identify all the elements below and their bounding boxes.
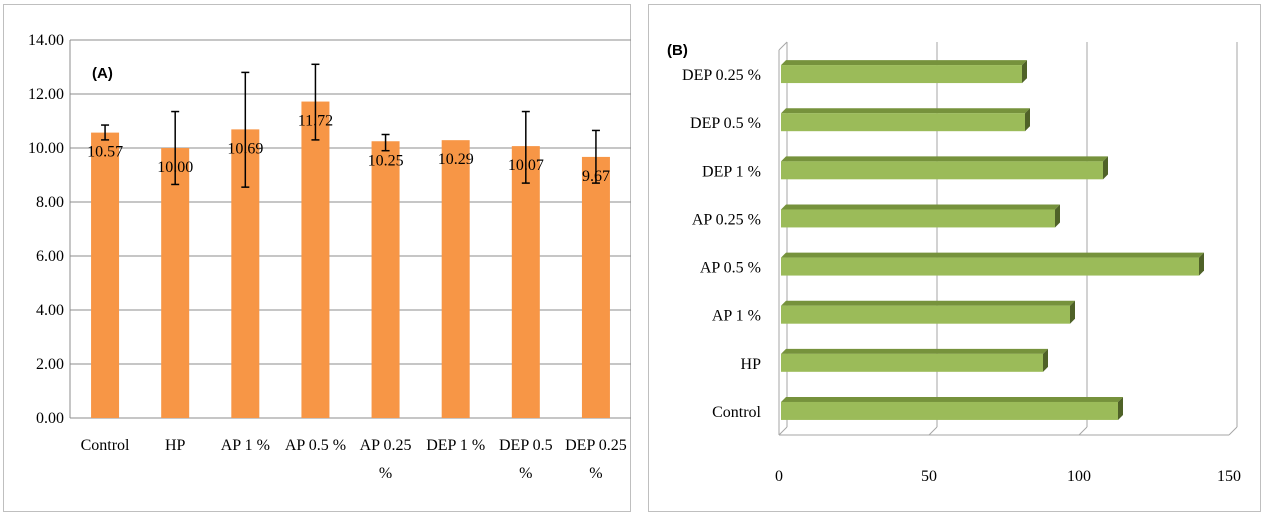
data-label: 10.00 — [157, 159, 193, 176]
y-tick-label: AP 1 % — [712, 308, 761, 325]
data-label: 10.29 — [438, 151, 474, 168]
y-tick-label: 2.00 — [36, 356, 64, 373]
bar — [161, 148, 190, 418]
bar — [781, 353, 1043, 372]
y-tick-label: DEP 1 % — [702, 163, 761, 180]
data-label: 10.07 — [508, 157, 544, 174]
floor-gridline — [1078, 426, 1088, 436]
y-tick-label: DEP 0.5 % — [690, 115, 761, 132]
x-tick-label: DEP 0.5 — [499, 437, 553, 454]
floor-gridline — [928, 426, 938, 436]
y-tick-label: AP 0.25 % — [692, 211, 761, 228]
bar-end-face — [1070, 300, 1075, 324]
y-tick-label: 12.00 — [28, 86, 64, 103]
x-tick-label: 50 — [921, 468, 937, 485]
wall-edge — [778, 41, 788, 51]
bar-end-face — [1199, 252, 1204, 276]
bar-top-face — [781, 156, 1108, 162]
chart-panel-b: 0 50 100 150 Control HP AP 1 % AP 0.5 % AP 0.25 … — [648, 4, 1261, 512]
bar-top-face — [781, 300, 1075, 306]
panel-label: (B) — [667, 42, 688, 59]
bar-end-face — [1022, 60, 1027, 84]
bar — [511, 146, 540, 419]
bar — [581, 156, 610, 418]
bar — [781, 113, 1025, 132]
x-tick-label: Control — [81, 437, 130, 454]
bar — [781, 161, 1103, 180]
x-tick-label: DEP 0.25 — [565, 437, 627, 454]
bar — [781, 209, 1055, 228]
bar-top-face — [781, 204, 1060, 210]
bar-chart-b: 0 50 100 150 Control HP AP 1 % AP 0.5 % AP 0.25 … — [667, 41, 1241, 485]
data-label: 9.67 — [582, 168, 610, 185]
bar-top-face — [781, 396, 1123, 402]
bar — [781, 401, 1118, 420]
y-tick-label: Control — [712, 404, 761, 421]
bar-top-face — [781, 60, 1027, 66]
panel-label: (A) — [92, 65, 113, 82]
bar — [781, 65, 1022, 84]
data-label: 10.57 — [87, 144, 123, 161]
y-tick-label: 8.00 — [36, 194, 64, 211]
bar — [441, 140, 470, 419]
bar-end-face — [1103, 156, 1108, 180]
x-tick-label: % — [379, 465, 392, 482]
y-tick-label: DEP 0.25 % — [682, 67, 761, 84]
bar-end-face — [1025, 108, 1030, 132]
chart-panel-a: 0.00 2.00 4.00 6.00 8.00 10.00 12.00 14.00 10.57… — [3, 4, 631, 512]
x-tick-label: AP 1 % — [221, 437, 270, 454]
y-tick-label: AP 0.5 % — [700, 260, 761, 277]
data-label: 10.25 — [368, 152, 404, 169]
x-tick-label: HP — [165, 437, 186, 454]
bar — [301, 101, 330, 418]
x-tick-label: % — [589, 465, 602, 482]
y-tick-label: HP — [741, 356, 762, 373]
bar — [781, 305, 1070, 324]
bar-end-face — [1118, 396, 1123, 420]
data-label: 10.69 — [227, 140, 263, 157]
x-tick-label: 0 — [775, 468, 783, 485]
x-tick-label: AP 0.5 % — [285, 437, 346, 454]
bar-end-face — [1043, 348, 1048, 372]
bar-top-face — [781, 252, 1204, 258]
bar-end-face — [1055, 204, 1060, 228]
bar — [91, 132, 120, 419]
y-tick-label: 0.00 — [36, 410, 64, 427]
bar — [781, 257, 1199, 276]
x-tick-label: 100 — [1067, 468, 1091, 485]
bar — [371, 141, 400, 418]
y-tick-label: 6.00 — [36, 248, 64, 265]
x-tick-label: % — [519, 465, 532, 482]
x-tick-label: DEP 1 % — [426, 437, 485, 454]
floor-gridline — [1228, 426, 1238, 436]
bar-top-face — [781, 108, 1030, 114]
bar-chart-a: 0.00 2.00 4.00 6.00 8.00 10.00 12.00 14.00 10.57… — [28, 32, 631, 482]
x-tick-label: AP 0.25 — [360, 437, 412, 454]
y-tick-label: 4.00 — [36, 302, 64, 319]
data-label: 11.72 — [298, 113, 333, 130]
y-tick-label: 10.00 — [28, 140, 64, 157]
floor-gridline — [778, 426, 788, 436]
y-tick-label: 14.00 — [28, 32, 64, 49]
bar-top-face — [781, 348, 1048, 354]
x-tick-label: 150 — [1217, 468, 1241, 485]
